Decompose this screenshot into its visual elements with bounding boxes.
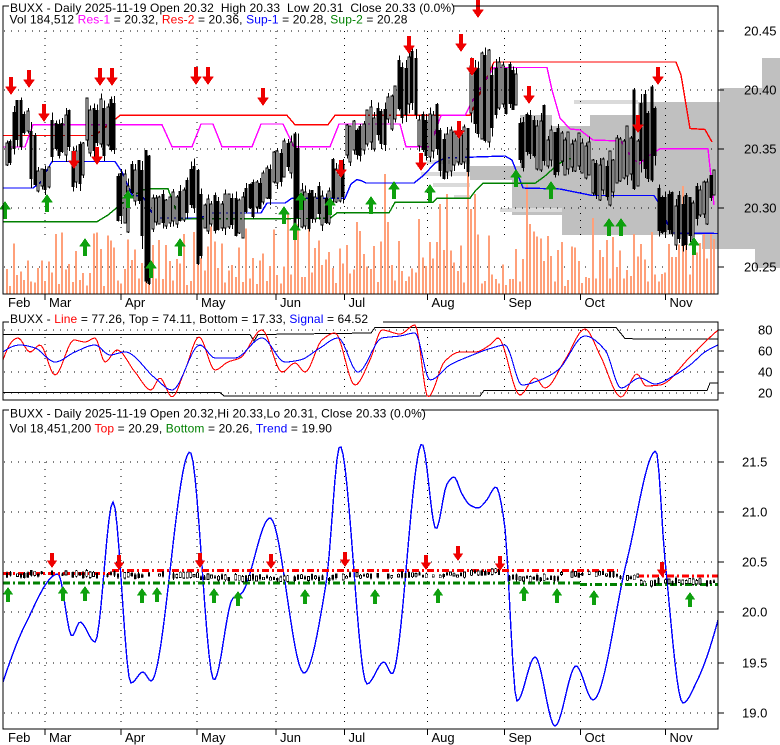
svg-text:20.45: 20.45 bbox=[744, 24, 777, 39]
svg-text:20: 20 bbox=[758, 386, 772, 401]
svg-text:20.5: 20.5 bbox=[742, 555, 767, 570]
svg-text:Nov: Nov bbox=[670, 295, 694, 310]
svg-text:40: 40 bbox=[758, 365, 772, 380]
svg-text:BUXX - Daily 2025-11-19 Open 2: BUXX - Daily 2025-11-19 Open 20.32,Hi 20… bbox=[10, 407, 426, 421]
svg-text:20.25: 20.25 bbox=[744, 260, 777, 275]
svg-text:BUXX - Line = 77.26, Top = 74.: BUXX - Line = 77.26, Top = 74.11, Bottom… bbox=[10, 312, 368, 326]
svg-text:Nov: Nov bbox=[670, 730, 694, 745]
svg-text:Vol 184,512 Res-1 = 20.32, Res: Vol 184,512 Res-1 = 20.32, Res-2 = 20.36… bbox=[10, 13, 408, 27]
svg-text:Feb: Feb bbox=[8, 295, 30, 310]
svg-text:Oct: Oct bbox=[585, 295, 606, 310]
svg-text:Sep: Sep bbox=[509, 730, 532, 745]
svg-text:Aug: Aug bbox=[432, 295, 455, 310]
svg-text:May: May bbox=[201, 730, 226, 745]
svg-text:Sep: Sep bbox=[509, 295, 532, 310]
svg-text:21.5: 21.5 bbox=[742, 455, 767, 470]
svg-text:Jun: Jun bbox=[280, 295, 301, 310]
svg-text:20.35: 20.35 bbox=[744, 142, 777, 157]
svg-text:Oct: Oct bbox=[585, 730, 606, 745]
svg-text:21.0: 21.0 bbox=[742, 505, 767, 520]
svg-text:60: 60 bbox=[758, 344, 772, 359]
svg-text:Apr: Apr bbox=[125, 730, 146, 745]
svg-text:Mar: Mar bbox=[49, 730, 72, 745]
svg-text:Aug: Aug bbox=[432, 730, 455, 745]
svg-text:Jun: Jun bbox=[280, 730, 301, 745]
svg-text:BUXX - Daily 2025-11-19 Open 2: BUXX - Daily 2025-11-19 Open 20.32 High … bbox=[10, 1, 455, 15]
svg-text:Jul: Jul bbox=[349, 295, 366, 310]
svg-text:20.30: 20.30 bbox=[744, 201, 777, 216]
svg-text:19.0: 19.0 bbox=[742, 706, 767, 721]
svg-text:Jul: Jul bbox=[349, 730, 366, 745]
svg-text:20.0: 20.0 bbox=[742, 605, 767, 620]
svg-text:19.5: 19.5 bbox=[742, 656, 767, 671]
svg-text:80: 80 bbox=[758, 323, 772, 338]
svg-text:May: May bbox=[201, 295, 226, 310]
svg-text:Mar: Mar bbox=[49, 295, 72, 310]
svg-text:Feb: Feb bbox=[8, 730, 30, 745]
svg-text:20.40: 20.40 bbox=[744, 83, 777, 98]
svg-text:Apr: Apr bbox=[125, 295, 146, 310]
svg-text:Vol 18,451,200 Top = 20.29, Bo: Vol 18,451,200 Top = 20.29, Bottom = 20.… bbox=[10, 422, 333, 436]
